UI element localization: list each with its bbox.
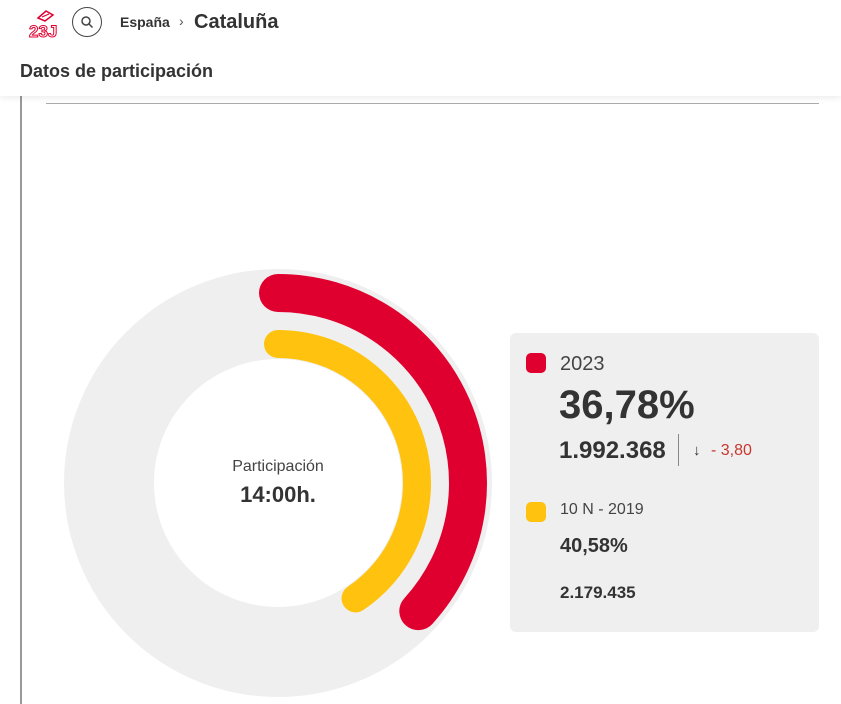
- chart-bar-current: [259, 274, 487, 631]
- chart-bar-previous: [264, 330, 431, 613]
- legend-change: - 3,80: [711, 442, 752, 459]
- legend-panel: 2023 36,78% 1.992.368 ↓ - 3,80 10 N - 20…: [510, 333, 819, 632]
- chart-center-label: Participación: [232, 458, 324, 475]
- legend-votes-current: 1.992.368: [559, 437, 666, 464]
- horizontal-divider: [46, 103, 819, 104]
- legend-year-previous: 10 N - 2019: [560, 501, 644, 518]
- legend-percent-current: 36,78%: [559, 383, 695, 427]
- elections-logo-icon[interactable]: 23J: [28, 6, 60, 38]
- legend-votes-previous: 2.179.435: [560, 583, 636, 602]
- chart-track: [64, 269, 492, 697]
- top-bar: 23J España › Cataluña Datos de participa…: [0, 0, 841, 96]
- search-button[interactable]: [72, 7, 102, 37]
- arrow-down-icon: ↓: [693, 442, 701, 459]
- legend-swatch-2023: [526, 353, 546, 373]
- page-title: Datos de participación: [20, 61, 214, 81]
- legend-year-current: 2023: [560, 353, 605, 375]
- breadcrumb-chevron-icon: ›: [179, 13, 184, 29]
- search-icon: [81, 16, 94, 29]
- chart-center-time: 14:00h.: [240, 482, 316, 507]
- svg-text:23J: 23J: [29, 22, 57, 38]
- legend-swatch-2019: [526, 502, 546, 522]
- legend-separator: [678, 434, 679, 466]
- legend-percent-previous: 40,58%: [560, 535, 628, 557]
- breadcrumb-espana[interactable]: España: [120, 14, 170, 30]
- breadcrumb-current: Cataluña: [194, 11, 279, 33]
- left-divider: [20, 96, 22, 704]
